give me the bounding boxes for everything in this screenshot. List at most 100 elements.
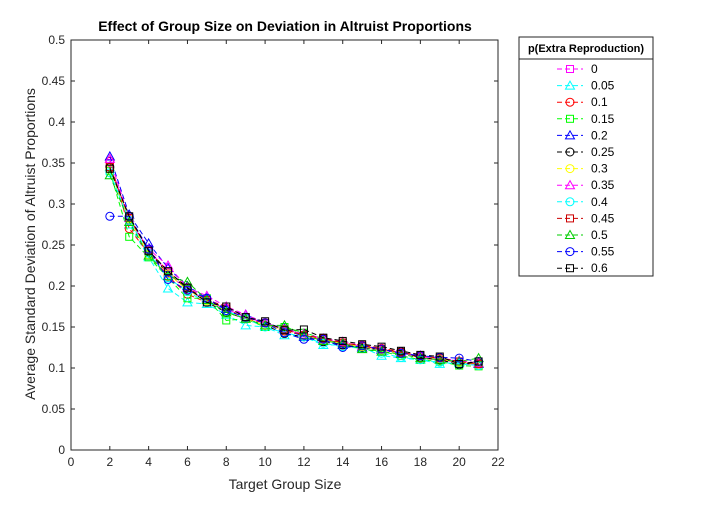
legend-items: 0 0.05 0.1 0.15 0.2 0.25 0.3 0.35 0.4 0.45 0.5 0.55… [557,62,615,275]
legend-item: 0.5 [557,228,608,242]
legend-item: 0.3 [557,162,608,176]
legend-label: 0.2 [591,128,608,142]
data-point [144,246,153,255]
data-point [241,313,250,322]
legend-item: 0.6 [557,261,608,275]
x-tick-label: 0 [68,455,75,469]
data-point [143,250,154,260]
data-point [416,350,425,359]
y-tick-label: 0.1 [48,361,65,375]
legend-label: 0.3 [591,162,608,176]
x-tick-label: 12 [297,455,311,469]
legend-item: 0.4 [557,195,608,209]
data-point [338,343,348,352]
legend-marker [565,197,575,207]
data-point [163,274,173,284]
legend-title: p(Extra Reproduction) [528,43,644,55]
data-point [162,259,174,270]
data-point [162,282,174,293]
y-tick-label: 0.35 [42,156,66,170]
data-point [474,357,483,366]
data-point [183,283,192,292]
data-point [298,329,310,340]
legend-label: 0.35 [591,178,615,192]
data-point [123,216,135,227]
legend-item: 0.2 [557,128,608,142]
data-point [455,359,464,368]
y-tick-label: 0.4 [48,115,65,129]
y-tick-label: 0.05 [42,402,66,416]
legend-label: 0.1 [591,95,608,109]
legend-label: 0.45 [591,211,615,225]
legend-item: 0.15 [557,112,615,126]
data-point [358,340,367,349]
data-point [435,352,444,361]
series-0.6 [105,164,483,368]
data-point [376,346,387,356]
chart-title: Effect of Group Size on Deviation in Alt… [98,18,472,34]
data-point [104,153,116,163]
data-point [415,352,426,363]
legend-marker [566,114,574,123]
data-point [377,342,386,351]
legend-item: 0.55 [557,245,615,259]
legend-label: 0.4 [591,195,608,209]
legend-item: 0.1 [557,95,608,109]
legend-marker [565,147,575,157]
x-tick-label: 14 [336,455,350,469]
data-point [240,319,252,330]
legend-box [518,58,654,277]
legend-marker [566,65,574,73]
legend-marker [565,164,575,174]
y-tick-label: 0 [58,443,65,457]
data-point [338,336,347,345]
x-tick-label: 16 [375,455,389,469]
data-point [183,294,192,303]
legend-marker [564,80,576,90]
data-point [125,212,134,221]
x-tick-label: 10 [258,455,272,469]
legend-item: 0.35 [557,178,615,192]
y-tick-label: 0.15 [42,320,66,334]
ticks-layer: 0 2 4 6 8 10 12 14 16 18 20 22 0 0.05 0.1 0.15 0.2 0.25 0.… [42,33,505,469]
x-tick-label: 2 [106,455,113,469]
legend-item: 0 [557,62,598,76]
data-point [105,164,114,173]
legend-label: 0 [591,62,598,76]
data-point [453,355,465,366]
data-point [356,343,368,354]
legend-label: 0.6 [591,261,608,275]
x-tick-label: 8 [223,455,230,469]
y-tick-label: 0.25 [42,238,66,252]
y-tick-label: 0.5 [48,33,65,47]
x-tick-label: 20 [453,455,467,469]
legend-label: 0.15 [591,112,615,126]
legend-label: 0.05 [591,79,615,93]
y-tick-label: 0.2 [48,279,65,293]
data-point [222,302,231,311]
data-point [182,276,193,286]
legend-marker [566,264,574,273]
data-point [125,232,134,241]
legend: p(Extra Reproduction) 0 0.05 0.1 0.15 0.2 0.2… [518,36,654,277]
data-point [434,354,446,364]
series-line [109,161,479,365]
y-axis-label: Average Standard Deviation of Altruist P… [22,88,38,400]
legend-marker [564,229,576,239]
legend-item: 0.25 [557,145,615,159]
x-tick-label: 18 [414,455,428,469]
data-point [337,337,349,348]
data-point [104,169,116,180]
y-tick-label: 0.3 [48,197,65,211]
series-layer [104,150,484,371]
data-point [454,353,464,363]
legend-marker [565,247,575,257]
legend-item: 0.05 [557,79,615,93]
x-axis-label: Target Group Size [229,476,342,492]
data-point [240,313,252,323]
x-tick-label: 6 [184,455,191,469]
legend-label: 0.55 [591,245,615,259]
data-point [222,316,231,325]
data-point [280,326,289,335]
